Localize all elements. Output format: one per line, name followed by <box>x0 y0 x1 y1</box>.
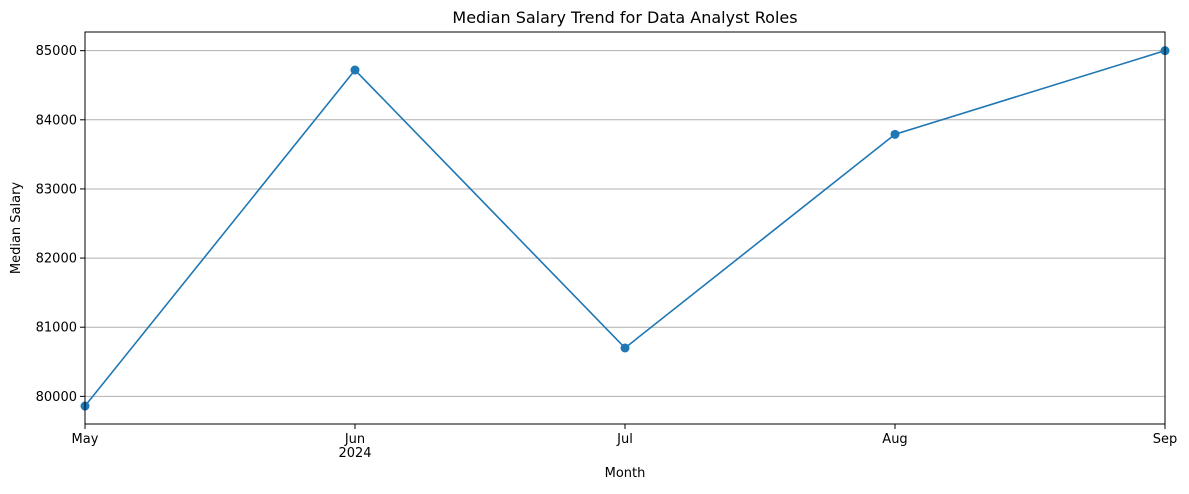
y-tick-label: 82000 <box>36 252 77 267</box>
y-tick-label: 83000 <box>36 182 77 197</box>
data-point-marker <box>890 129 900 139</box>
chart-title: Median Salary Trend for Data Analyst Rol… <box>452 8 797 27</box>
x-tick-label: Sep <box>1153 432 1178 447</box>
x-axis-label: Month <box>605 466 646 481</box>
y-tick-label: 85000 <box>36 44 77 59</box>
data-point-marker <box>350 65 360 75</box>
grid-layer <box>85 50 1165 397</box>
y-tick-label: 84000 <box>36 113 77 128</box>
x-tick-label: Jul <box>616 432 633 447</box>
x-tick-label: May <box>72 432 99 447</box>
y-tick-label: 81000 <box>36 321 77 336</box>
ticks-layer: 80000 81000 82000 83000 84000 85000 May Jun Jul A… <box>36 44 1178 461</box>
x-tick-label: Aug <box>882 432 907 447</box>
y-tick-label: 80000 <box>36 390 77 405</box>
x-year-label: 2024 <box>338 446 371 461</box>
x-tick-label: Jun <box>344 432 365 447</box>
data-point-marker <box>620 343 630 353</box>
y-axis-label: Median Salary <box>9 182 24 275</box>
